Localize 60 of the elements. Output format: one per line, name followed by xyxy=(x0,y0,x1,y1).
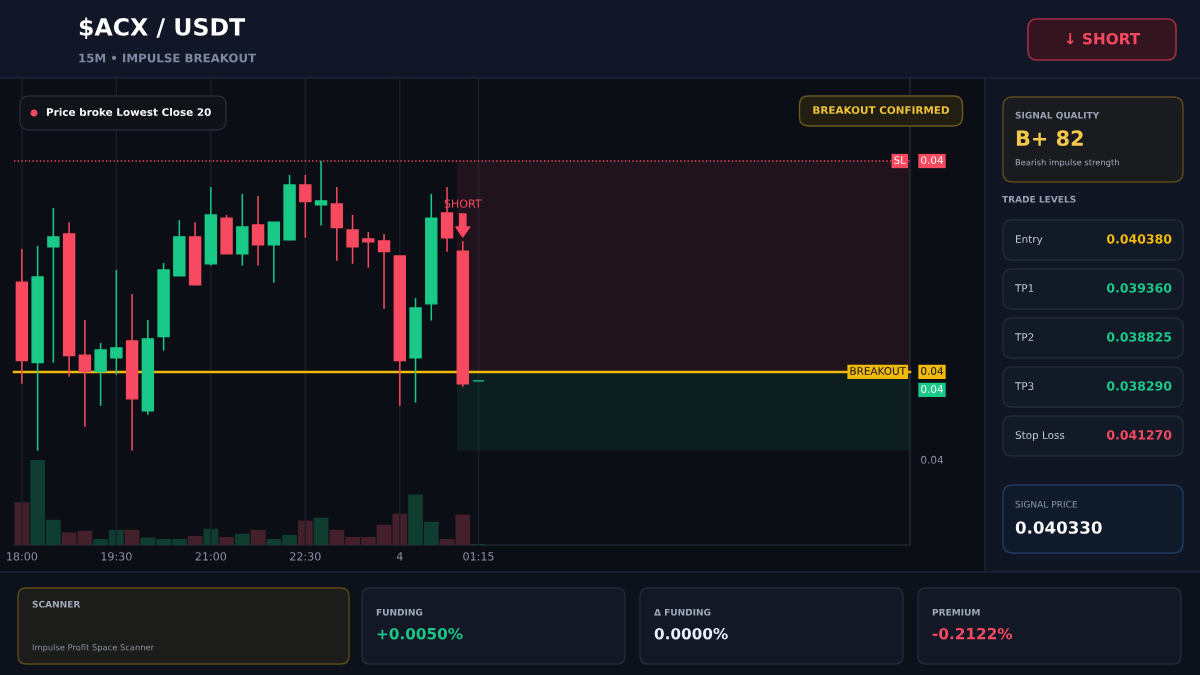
candlestick xyxy=(299,174,312,239)
category-label: PREMIUM xyxy=(932,608,980,616)
text: +0.0050% xyxy=(377,627,463,640)
x-tick-label: 01:15 xyxy=(463,552,494,561)
ref-line-label: BREAKOUT xyxy=(850,367,907,375)
bar xyxy=(187,535,203,545)
text: 0.040330 xyxy=(1015,521,1102,534)
candlestick xyxy=(346,214,359,265)
x-tick-label: 21:00 xyxy=(195,552,227,561)
text: 0.040380 xyxy=(1106,234,1172,244)
candlestick xyxy=(110,269,123,376)
text: Bearish impulse strength xyxy=(1015,158,1119,168)
x-tick-label: 18:00 xyxy=(7,552,38,561)
text: -0.2122% xyxy=(932,627,1013,640)
bar xyxy=(250,529,266,545)
text: 0.04 xyxy=(921,156,944,165)
candlestick xyxy=(267,221,281,284)
text: 0.04 xyxy=(921,367,944,375)
text: 0.0000% xyxy=(654,627,728,640)
ref-line-label: SL xyxy=(894,156,906,165)
text: 0.04 xyxy=(921,455,944,464)
category-label: Stop Loss xyxy=(1015,431,1065,442)
category-label: TP1 xyxy=(1014,284,1034,292)
candlestick xyxy=(377,233,391,310)
candlestick xyxy=(362,231,375,269)
text: ↓ SHORT xyxy=(1066,32,1141,45)
x-tick-label: 4 xyxy=(396,552,403,561)
x-tick-label: 22:30 xyxy=(290,552,321,561)
text: BREAKOUT CONFIRMED xyxy=(813,106,950,115)
category-label: FUNDING xyxy=(376,608,423,616)
bar xyxy=(219,536,234,545)
text: TRADE LEVELS xyxy=(1002,195,1076,203)
candlestick xyxy=(314,160,328,227)
chart-subtitle: 15M • IMPULSE BREAKOUT xyxy=(79,53,257,63)
text: Price broke Lowest Close 20 xyxy=(46,107,211,117)
text: 0.04 xyxy=(921,385,944,393)
category-label: TP2 xyxy=(1014,333,1034,341)
text: SIGNAL QUALITY xyxy=(1015,111,1100,120)
text: 0.038825 xyxy=(1106,332,1172,342)
category-label: SCANNER xyxy=(32,600,81,608)
candlestick xyxy=(251,195,265,267)
text: 0.041270 xyxy=(1106,430,1172,440)
text: SIGNAL PRICE xyxy=(1015,500,1078,508)
category-label: Δ FUNDING xyxy=(654,608,711,616)
x-tick-label: 19:30 xyxy=(101,552,132,561)
category-label: Entry xyxy=(1016,235,1043,246)
text: B+ 82 xyxy=(1016,130,1083,147)
category-label: TP3 xyxy=(1014,382,1034,391)
bar xyxy=(124,529,140,545)
text: Impulse Profit Space Scanner xyxy=(32,643,155,653)
text: 0.039360 xyxy=(1106,283,1172,293)
chart-title: $ACX / USDT xyxy=(79,17,246,39)
bar xyxy=(234,533,250,545)
candlestick xyxy=(330,186,344,262)
candlestick xyxy=(47,207,60,364)
text: 0.038290 xyxy=(1106,381,1172,391)
bar xyxy=(313,517,329,545)
candlestick xyxy=(78,319,92,428)
candlestick xyxy=(94,342,107,407)
bar xyxy=(297,520,313,545)
